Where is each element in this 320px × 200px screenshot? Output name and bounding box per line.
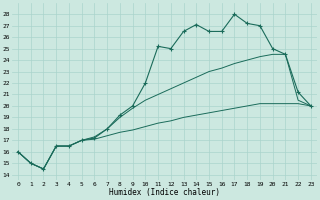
X-axis label: Humidex (Indice chaleur): Humidex (Indice chaleur) bbox=[109, 188, 220, 197]
